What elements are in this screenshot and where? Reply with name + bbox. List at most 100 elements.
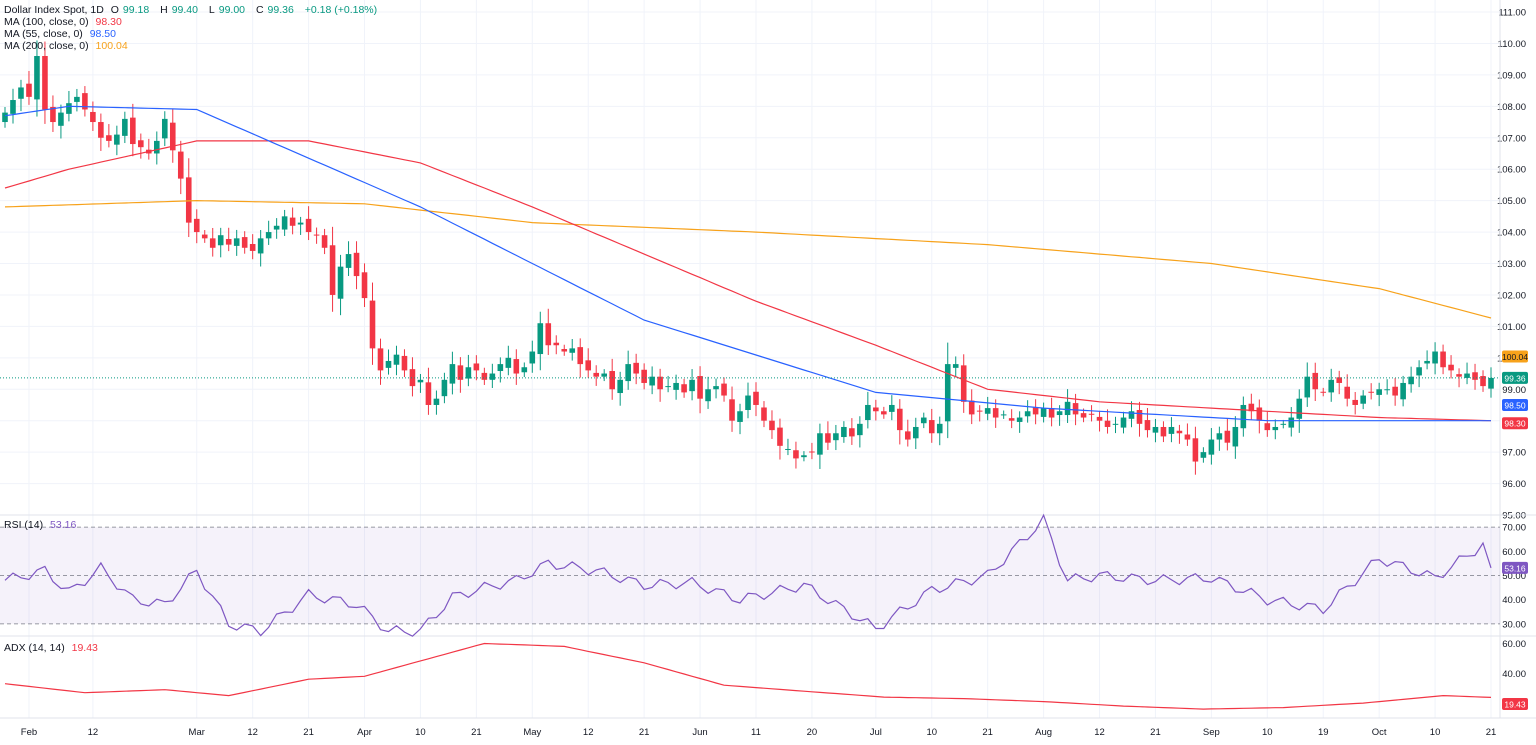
price-axis-tick-label: 101.00	[1497, 322, 1526, 333]
candle-body	[401, 355, 408, 371]
time-axis-tick-label: 12	[583, 727, 594, 738]
time-axis-tick-label: 21	[982, 727, 993, 738]
candle-body	[257, 238, 264, 254]
candle-body	[641, 369, 647, 383]
price-axis-tick-label: 99.00	[1502, 385, 1526, 396]
candle-body	[1040, 408, 1047, 417]
candle-body	[1024, 411, 1031, 417]
candle-body	[305, 218, 312, 233]
candle-body	[177, 151, 184, 179]
candle-body	[1352, 399, 1358, 405]
candle-body	[705, 389, 711, 402]
candle-body	[1064, 401, 1071, 416]
candle-body	[2, 112, 8, 123]
time-axis-tick-label: 11	[751, 727, 761, 738]
time-axis-tick-label: Aug	[1035, 727, 1052, 738]
candle-body	[545, 323, 552, 346]
candle-body	[729, 399, 735, 421]
ma55-line	[4, 105, 1491, 422]
candle-body	[904, 431, 911, 440]
adx-legend: ADX (14, 14) 19.43	[4, 642, 102, 654]
candle-body	[1432, 351, 1438, 364]
ma200-legend: MA (200, close, 0) 100.04	[4, 40, 381, 52]
candle-body	[1456, 374, 1462, 377]
candle-body	[825, 433, 831, 443]
time-axis-tick-label: Feb	[21, 727, 37, 738]
ma100-badge	[1502, 417, 1528, 430]
candle-body	[857, 423, 863, 436]
candle-body	[1176, 430, 1183, 434]
candle-body	[865, 404, 871, 421]
close-label: C	[255, 4, 264, 16]
candle-body	[960, 365, 967, 402]
ma200-value: 100.04	[95, 40, 128, 52]
candle-body	[585, 360, 592, 371]
ma55-badge-label: 98.50	[1504, 400, 1526, 410]
candle-body	[1000, 414, 1007, 416]
time-axis-tick-label: Mar	[189, 727, 205, 738]
ma55-badge	[1502, 398, 1528, 411]
candle-body	[1168, 426, 1175, 434]
candle-body	[1112, 423, 1119, 425]
rsi-badge	[1502, 561, 1528, 574]
rsi-axis-tick-label: 40.00	[1502, 595, 1526, 606]
candle-body	[50, 106, 56, 123]
time-axis-tick-label: 21	[471, 727, 482, 738]
rsi-axis-tick-label: 60.00	[1502, 547, 1526, 558]
candle-body	[1296, 398, 1303, 419]
ma100-line	[4, 140, 1492, 422]
time-axis-tick-label: 12	[88, 727, 99, 738]
time-axis-tick-label: 10	[1262, 727, 1273, 738]
time-axis-tick-label: Oct	[1372, 727, 1387, 738]
candle-body	[169, 122, 176, 151]
candle-body	[1288, 417, 1295, 428]
candle-body	[944, 364, 951, 422]
ma100-label: MA (100, close, 0)	[4, 16, 89, 28]
candle-body	[122, 118, 128, 136]
candle-body	[849, 428, 855, 437]
candle-body	[649, 376, 655, 386]
candle-body	[369, 300, 376, 349]
candle-body	[1016, 417, 1023, 422]
open-label: O	[110, 4, 119, 16]
candle-body	[209, 238, 216, 248]
candle-body	[968, 400, 975, 415]
price-legend: Dollar Index Spot, 1D O 99.18 H 99.40 L 99.…	[4, 4, 381, 52]
adx-value: 19.43	[71, 642, 98, 654]
candle-body	[185, 177, 192, 223]
candle-body	[553, 342, 560, 346]
candle-body	[130, 117, 136, 145]
candle-body	[1128, 411, 1135, 419]
candle-body	[114, 134, 120, 145]
candle-body	[249, 244, 256, 251]
candle-body	[34, 56, 40, 100]
time-axis-tick-label: Jul	[870, 727, 882, 738]
candle-body	[18, 87, 24, 99]
candle-body	[1136, 409, 1143, 424]
candle-body	[673, 382, 679, 390]
candle-body	[1232, 426, 1239, 447]
candle-body	[241, 237, 248, 248]
time-axis-tick-label: 21	[303, 727, 314, 738]
time-axis-tick-label: 21	[1486, 727, 1497, 738]
candle-body	[833, 433, 839, 441]
candle-body	[561, 349, 568, 352]
candle-body	[577, 347, 584, 365]
ma200-badge-label: 100.04	[1502, 352, 1528, 362]
candle-body	[1096, 416, 1103, 421]
candle-body	[537, 323, 544, 355]
price-axis-tick-label: 108.00	[1497, 102, 1526, 113]
high-value: 99.40	[171, 4, 198, 16]
candle-body	[106, 135, 112, 141]
candle-body	[154, 140, 160, 154]
candle-body	[1216, 433, 1223, 440]
adx-badge-label: 19.43	[1504, 699, 1526, 709]
candle-body	[1424, 360, 1430, 364]
candle-body	[505, 357, 512, 368]
candle-body	[1032, 407, 1039, 415]
candle-body	[1144, 420, 1151, 431]
candle-body	[193, 218, 200, 233]
candle-body	[345, 254, 352, 268]
